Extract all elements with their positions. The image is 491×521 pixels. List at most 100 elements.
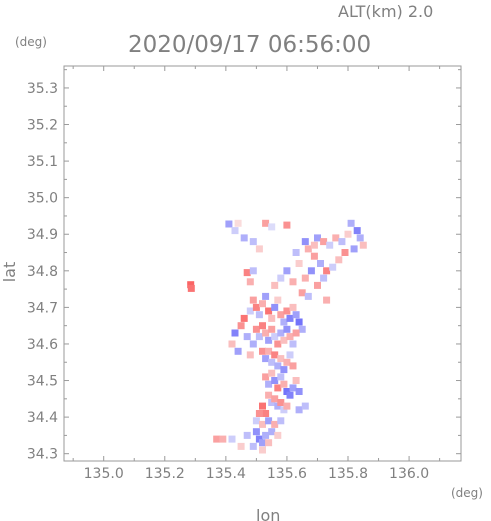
data-cell [353,227,361,235]
data-cell [265,380,273,388]
data-cell [271,281,279,289]
data-cell [341,249,349,256]
data-cell [295,406,303,414]
data-cell [301,402,309,410]
data-cell [255,245,263,253]
data-cell [283,221,291,229]
data-cell [271,377,279,384]
data-cell [320,238,328,246]
data-cell [213,435,221,443]
data-cell [234,219,242,227]
x-tick-label: 135.4 [206,466,246,482]
data-cell [304,292,312,300]
data-cell [292,311,300,319]
data-cell [323,296,331,304]
data-cell [231,227,239,235]
data-cell [280,406,288,414]
data-cell [271,333,279,341]
data-cell [252,428,260,436]
data-cell [259,300,266,308]
data-cell [280,366,288,374]
data-cell [265,336,273,344]
data-cell [271,420,279,428]
data-cell [249,442,257,450]
data-cell [280,318,288,326]
data-cell [262,410,270,417]
data-cell [259,420,266,428]
y-tick-label: 34.4 [27,410,58,426]
data-cell [259,322,266,330]
y-tick-label: 35.3 [27,81,58,97]
data-cell [317,260,324,267]
data-cell [292,329,300,337]
data-cell [262,329,270,337]
x-axis-label: lon [256,506,280,521]
data-cell [277,355,285,363]
data-cell [255,410,263,417]
data-cell [268,369,276,377]
y-tick-label: 35.2 [27,118,58,134]
data-cell [286,351,294,359]
data-cell [243,269,251,277]
data-cell [326,241,334,249]
y-axis-label: lat [0,262,19,283]
data-cell [268,223,276,231]
data-cell [277,373,285,381]
data-cell [289,278,297,286]
x-unit-label: (deg) [451,486,483,500]
data-cell [259,402,266,410]
data-cell [286,333,294,341]
data-cell [243,333,251,341]
data-cell [295,318,303,326]
data-cell [283,267,291,275]
data-cell [286,314,294,322]
data-cell [301,238,309,246]
data-cell [246,351,254,359]
data-cell [268,399,276,406]
data-cell [323,267,331,275]
data-cell [228,340,236,348]
data-cell [307,267,315,275]
data-cell [252,417,260,425]
data-cell [277,329,285,337]
data-cell [277,274,285,282]
data-cell [246,278,254,286]
data-cell [249,267,257,275]
data-cell [280,380,288,388]
data-cell [289,303,297,311]
data-cell [347,219,355,227]
data-cell [274,402,282,410]
data-cell [246,307,254,315]
data-cell [277,399,285,406]
plot-frame [63,65,462,462]
data-cell [265,391,273,399]
data-cell [295,388,303,395]
data-cell [262,355,270,363]
x-tick-label: 135.2 [145,466,185,482]
data-cell [265,347,273,355]
data-cell [289,384,297,392]
data-cell [255,435,263,443]
data-cell [268,325,276,333]
data-cell [249,340,257,348]
data-cell [219,435,227,443]
y-tick-label: 34.9 [27,227,58,243]
data-cell [268,314,276,322]
data-cell [271,303,279,311]
data-cell [314,234,321,242]
data-cell [283,325,291,333]
data-cell [292,249,300,256]
data-cell [265,439,273,447]
data-cell [320,274,328,282]
data-cell [280,336,288,344]
y-tick-label: 35.0 [27,191,58,207]
data-cell [259,446,266,454]
data-cell [237,322,245,330]
data-cell [262,219,270,227]
data-cell [252,303,260,311]
y-tick-label: 34.8 [27,264,58,280]
data-cell [243,431,251,439]
data-cell [286,391,294,399]
data-cell [329,263,337,271]
